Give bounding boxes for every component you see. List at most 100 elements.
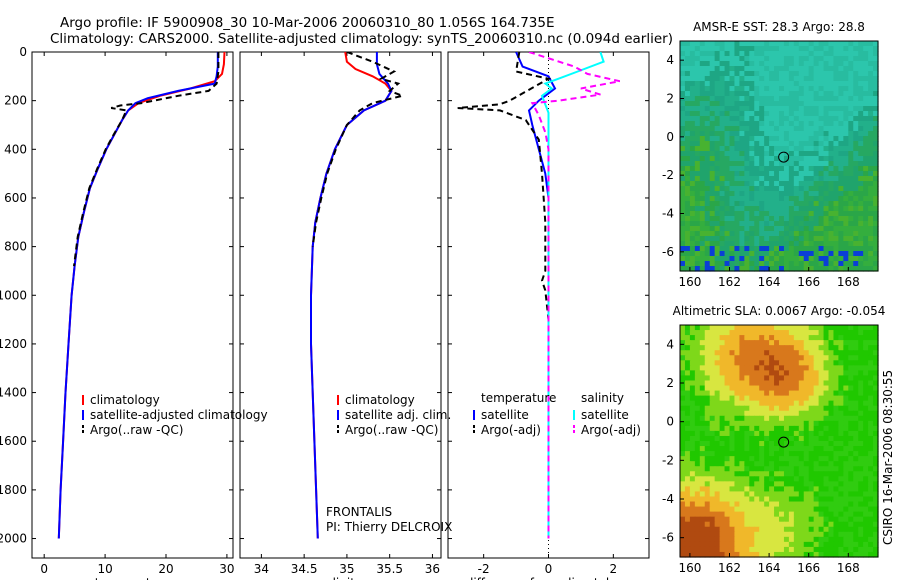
- sst-map-cell: [868, 46, 874, 52]
- sst-map-cell: [798, 201, 805, 207]
- sst-map-cell: [754, 96, 760, 102]
- sst-map-cell: [823, 126, 830, 132]
- sla-map-cell: [769, 430, 775, 437]
- sla-map-cell: [764, 446, 770, 452]
- sla-map-cell: [853, 506, 859, 513]
- sst-map-cell: [729, 61, 736, 67]
- sst-map-cell: [759, 76, 765, 82]
- sst-map-cell: [803, 186, 810, 192]
- sla-map-cell: [793, 425, 800, 432]
- sst-map-cell: [759, 191, 765, 197]
- sla-map-cell: [803, 350, 810, 356]
- sst-map-cell: [714, 101, 721, 107]
- sla-map-cell: [838, 355, 844, 361]
- sst-map-cell: [803, 101, 810, 107]
- sst-map-cell: [749, 61, 755, 67]
- sst-map-cell: [808, 91, 815, 97]
- sla-map-cell: [833, 435, 839, 442]
- sst-map-cell: [823, 111, 830, 117]
- sla-map-cell: [873, 330, 879, 336]
- sst-map-cell: [868, 176, 874, 182]
- sla-map-cell: [759, 466, 765, 472]
- sla-map-cell: [808, 390, 815, 397]
- sst-map-cell: [863, 146, 869, 152]
- sla-map-cell: [838, 526, 844, 533]
- sla-map-cell: [699, 355, 706, 361]
- sst-map-cell: [739, 156, 745, 162]
- sst-map-cell: [769, 216, 775, 222]
- sla-map-cell: [729, 496, 736, 503]
- sla-map-cell: [828, 466, 835, 472]
- sla-map-cell: [694, 501, 701, 508]
- sla-map-cell: [680, 551, 686, 558]
- sla-map-cell: [704, 340, 711, 346]
- sst-map-cell: [719, 176, 726, 182]
- sst-map-cell: [853, 66, 859, 72]
- sla-map-cell: [838, 375, 844, 382]
- sla-map-cell: [823, 461, 830, 467]
- sla-map-cell: [843, 501, 849, 508]
- title-line-1: Argo profile: IF 5900908_30 10-Mar-2006 …: [60, 15, 555, 31]
- sla-map-cell: [798, 330, 805, 336]
- sla-map-cell: [843, 486, 849, 493]
- sla-map-cell: [684, 425, 691, 432]
- sla-map-cell: [788, 441, 795, 447]
- sst-map-cell: [724, 156, 731, 162]
- sla-map-cell: [833, 335, 839, 341]
- sst-map-cell: [764, 226, 770, 232]
- sla-map-cell: [783, 410, 790, 417]
- sst-map-cell: [833, 146, 839, 152]
- sst-map-cell: [684, 106, 691, 112]
- sla-map-cell: [694, 541, 701, 548]
- sst-map-cell: [704, 61, 711, 67]
- sla-map-cell: [783, 441, 790, 447]
- sst-map-cell: [868, 101, 874, 107]
- sst-map-cell: [719, 121, 726, 127]
- sst-map-cell: [759, 226, 765, 232]
- sst-map-cell: [843, 261, 849, 267]
- sla-map-cell: [783, 355, 790, 361]
- sla-map-cell: [729, 325, 736, 331]
- sst-map-cell: [769, 246, 775, 252]
- sst-map-cell: [739, 61, 745, 67]
- sst-map-cell: [848, 51, 854, 57]
- sst-map-cell: [783, 61, 790, 67]
- sla-map-cell: [774, 511, 780, 518]
- sst-map-cell: [848, 41, 854, 47]
- sla-map-cell: [714, 496, 721, 503]
- sla-map-cell: [684, 471, 691, 477]
- sla-map-cell: [788, 446, 795, 452]
- sst-map-cell: [769, 111, 775, 117]
- sla-map-cell: [838, 521, 844, 528]
- sla-map-cell: [823, 511, 830, 518]
- sst-map-cell: [779, 206, 785, 212]
- sst-map-cell: [813, 181, 820, 187]
- sla-map-cell: [724, 350, 731, 356]
- sst-map-cell: [684, 236, 691, 242]
- sst-map-cell: [739, 216, 745, 222]
- sla-map-cell: [729, 536, 736, 543]
- sla-map-cell: [704, 355, 711, 361]
- sla-map-cell: [754, 501, 760, 508]
- sst-map-cell: [833, 86, 839, 92]
- sst-map-cell: [764, 106, 770, 112]
- sst-map-cell: [808, 66, 815, 72]
- sst-map-cell: [873, 106, 879, 112]
- sst-map-cell: [774, 151, 780, 157]
- sla-map-cell: [843, 415, 849, 422]
- sst-map-cell: [684, 186, 691, 192]
- sst-map-cell: [724, 91, 731, 97]
- sla-map-cell: [793, 360, 800, 366]
- sla-map-cell: [798, 536, 805, 543]
- sst-map-cell: [779, 51, 785, 57]
- sla-map-cell: [719, 340, 726, 346]
- sla-map-cell: [873, 325, 879, 331]
- sst-map-cell: [699, 241, 706, 247]
- sst-map-cell: [714, 131, 721, 137]
- sla-map-cell: [680, 486, 686, 493]
- sla-map-cell: [769, 506, 775, 513]
- sst-map-cell: [803, 171, 810, 177]
- sla-map-cell: [734, 541, 740, 548]
- sst-map-cell: [823, 166, 830, 172]
- sla-map-cell: [704, 435, 711, 442]
